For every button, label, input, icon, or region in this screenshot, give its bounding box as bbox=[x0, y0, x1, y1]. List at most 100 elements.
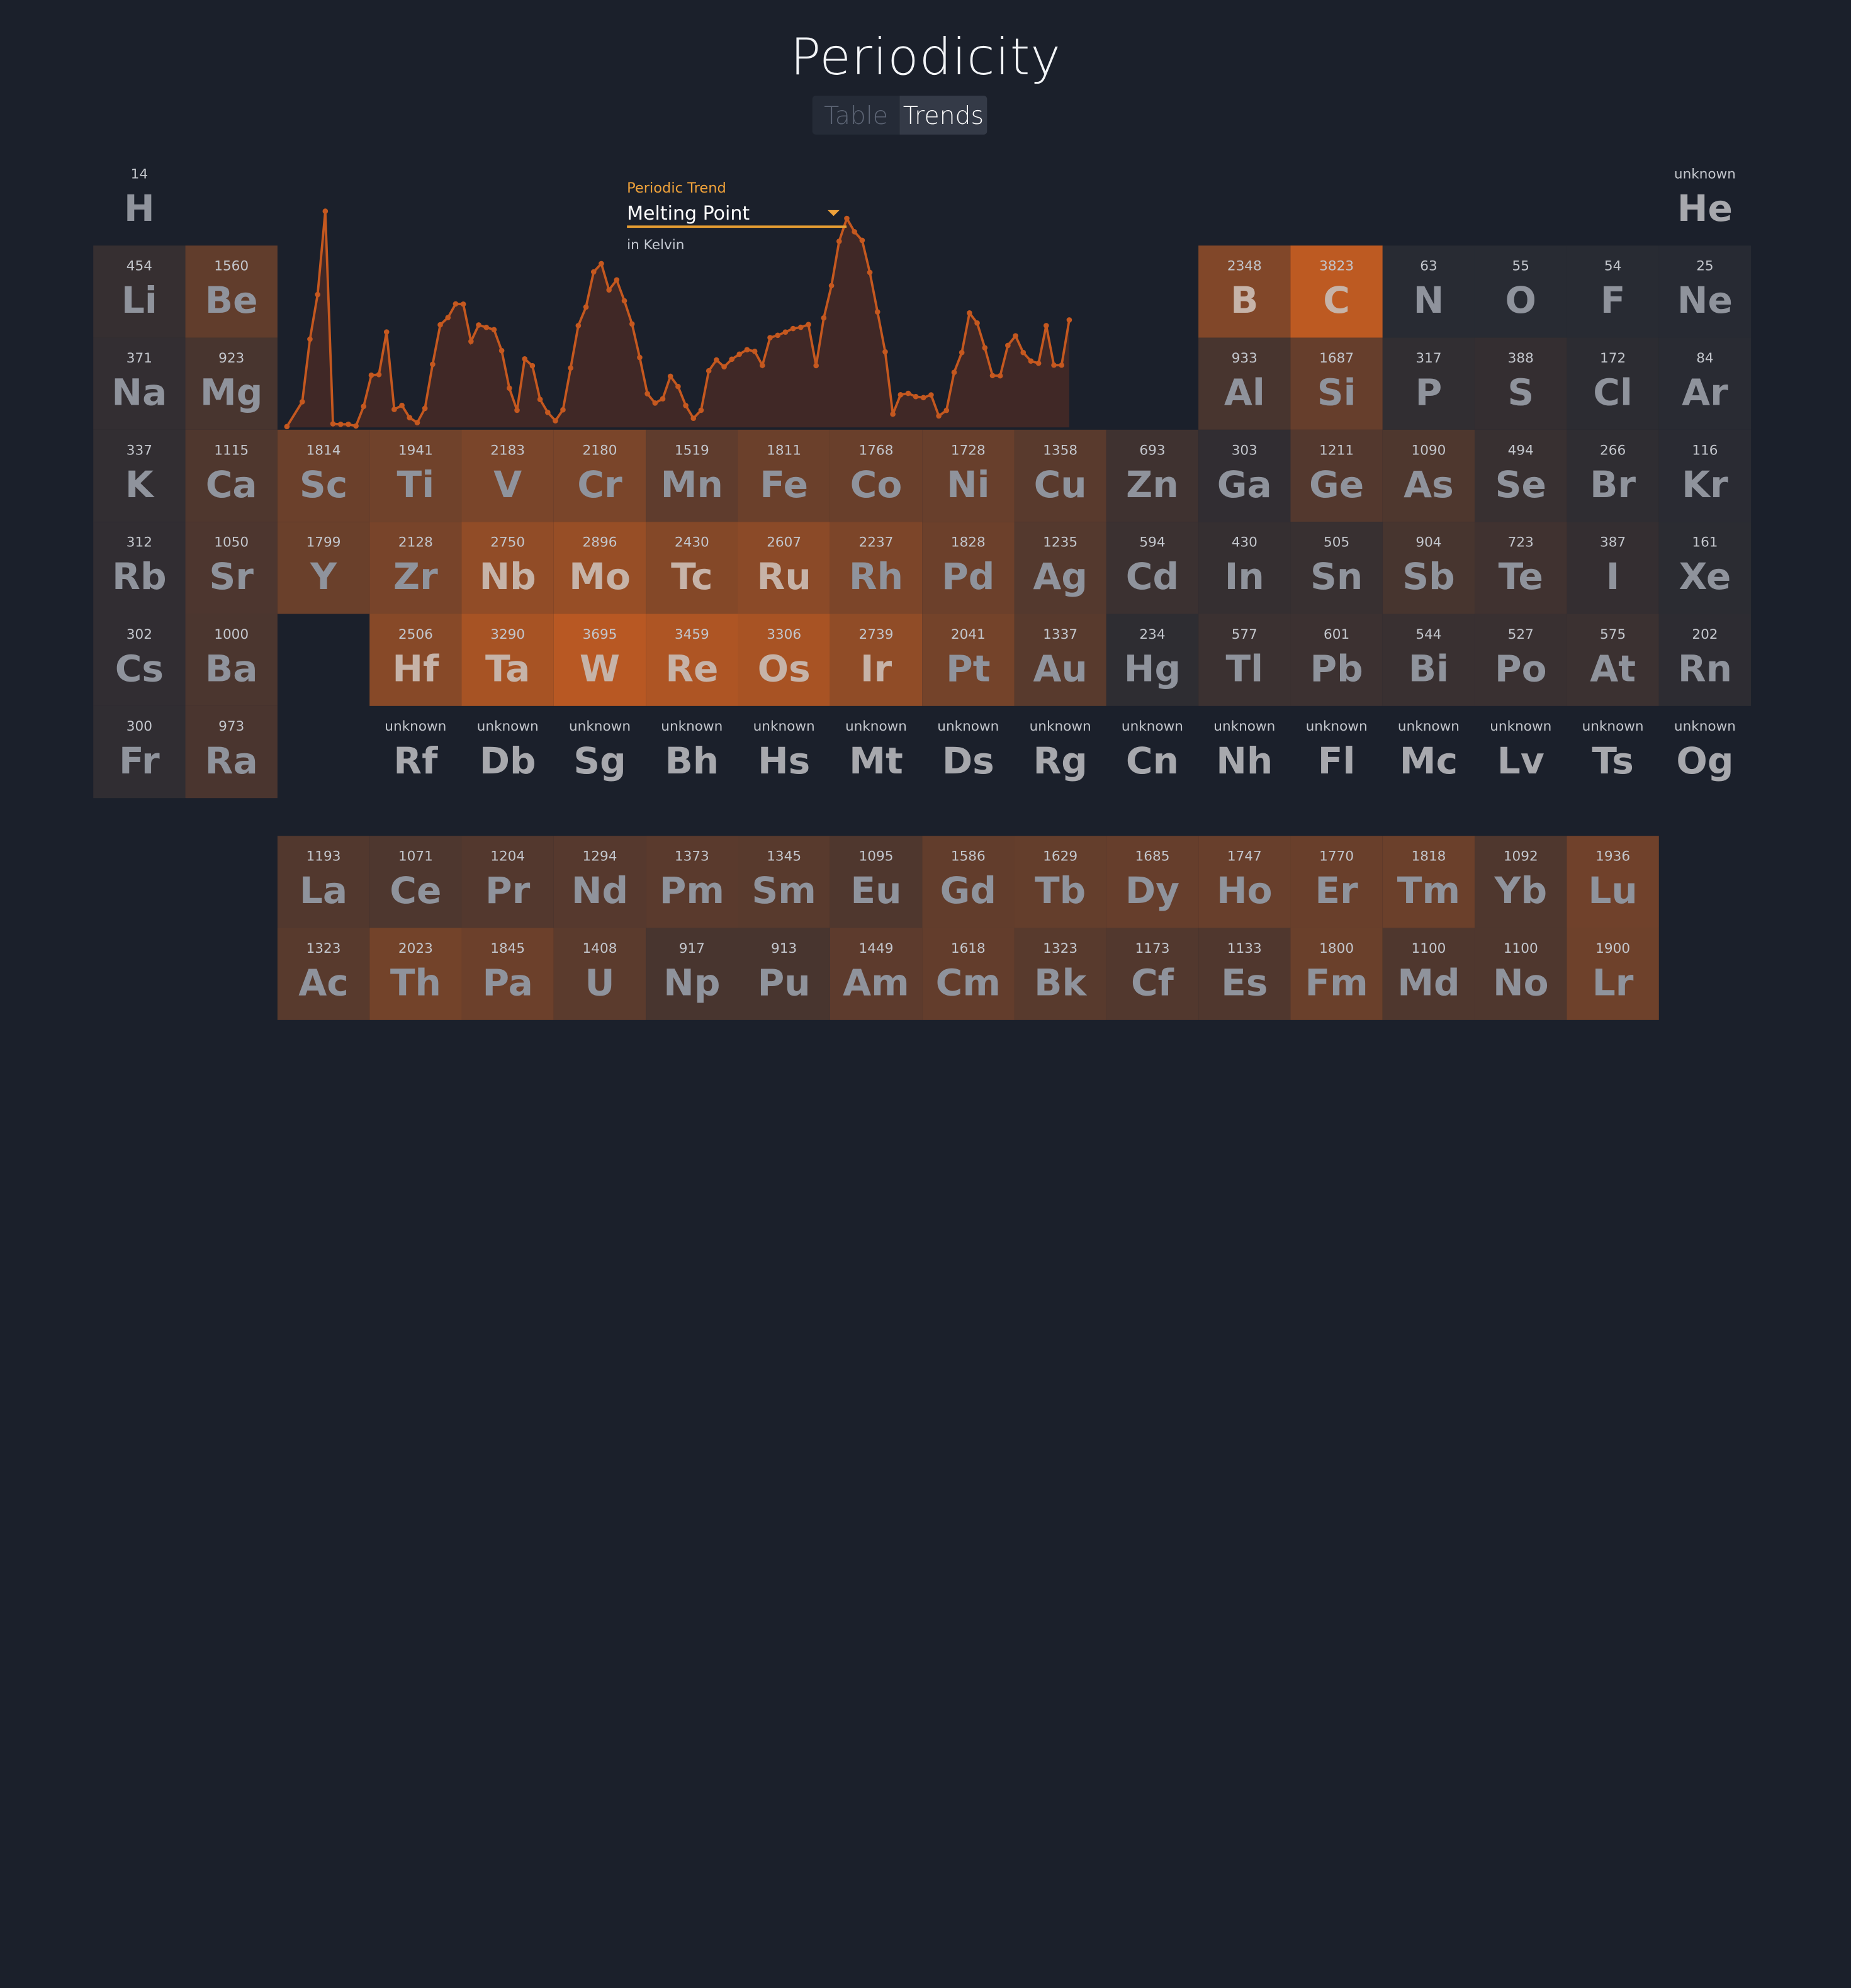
element-cell-rn[interactable]: 202 Rn bbox=[1658, 614, 1752, 706]
element-cell-w[interactable]: 3695 W bbox=[553, 614, 646, 706]
element-cell-re[interactable]: 3459 Re bbox=[646, 614, 738, 706]
element-cell-ts[interactable]: unknown Ts bbox=[1567, 706, 1658, 798]
element-cell-kr[interactable]: 116 Kr bbox=[1658, 429, 1752, 522]
element-cell-cu[interactable]: 1358 Cu bbox=[1014, 429, 1106, 522]
element-cell-ra[interactable]: 973 Ra bbox=[185, 705, 278, 799]
element-cell-ca[interactable]: 1115 Ca bbox=[185, 429, 278, 522]
element-cell-au[interactable]: 1337 Au bbox=[1014, 614, 1106, 706]
element-cell-ne[interactable]: 25 Ne bbox=[1658, 245, 1752, 338]
element-cell-mn[interactable]: 1519 Mn bbox=[646, 429, 738, 522]
element-cell-hs[interactable]: unknown Hs bbox=[738, 706, 830, 798]
element-cell-ru[interactable]: 2607 Ru bbox=[738, 522, 830, 614]
element-cell-pb[interactable]: 601 Pb bbox=[1290, 614, 1383, 706]
element-cell-md[interactable]: 1100 Md bbox=[1382, 928, 1475, 1020]
element-cell-os[interactable]: 3306 Os bbox=[738, 614, 830, 706]
element-cell-no[interactable]: 1100 No bbox=[1475, 928, 1567, 1020]
element-cell-n[interactable]: 63 N bbox=[1382, 245, 1475, 338]
element-cell-c[interactable]: 3823 C bbox=[1290, 245, 1383, 338]
element-cell-he[interactable]: unknown He bbox=[1659, 154, 1751, 245]
element-cell-tl[interactable]: 577 Tl bbox=[1198, 614, 1291, 706]
element-cell-cn[interactable]: unknown Cn bbox=[1106, 706, 1198, 798]
element-cell-la[interactable]: 1193 La bbox=[277, 836, 370, 928]
element-cell-sg[interactable]: unknown Sg bbox=[554, 706, 646, 798]
element-cell-rh[interactable]: 2237 Rh bbox=[830, 522, 923, 614]
element-cell-pr[interactable]: 1204 Pr bbox=[461, 836, 554, 928]
element-cell-lr[interactable]: 1900 Lr bbox=[1567, 928, 1659, 1020]
element-cell-cm[interactable]: 1618 Cm bbox=[922, 928, 1015, 1020]
element-cell-fr[interactable]: 300 Fr bbox=[93, 705, 186, 799]
element-cell-ta[interactable]: 3290 Ta bbox=[461, 614, 554, 706]
element-cell-o[interactable]: 55 O bbox=[1475, 245, 1567, 338]
element-cell-rb[interactable]: 312 Rb bbox=[93, 522, 186, 614]
element-cell-bh[interactable]: unknown Bh bbox=[646, 706, 738, 798]
element-cell-se[interactable]: 494 Se bbox=[1475, 429, 1567, 522]
element-cell-rf[interactable]: unknown Rf bbox=[369, 706, 461, 798]
element-cell-ir[interactable]: 2739 Ir bbox=[830, 614, 923, 706]
element-cell-ce[interactable]: 1071 Ce bbox=[369, 836, 462, 928]
element-cell-sc[interactable]: 1814 Sc bbox=[277, 429, 370, 522]
element-cell-in[interactable]: 430 In bbox=[1198, 522, 1291, 614]
element-cell-fe[interactable]: 1811 Fe bbox=[738, 429, 830, 522]
element-cell-co[interactable]: 1768 Co bbox=[830, 429, 923, 522]
element-cell-hg[interactable]: 234 Hg bbox=[1106, 614, 1199, 706]
element-cell-br[interactable]: 266 Br bbox=[1567, 429, 1659, 522]
element-cell-ni[interactable]: 1728 Ni bbox=[922, 429, 1015, 522]
element-cell-rg[interactable]: unknown Rg bbox=[1014, 706, 1106, 798]
element-cell-nb[interactable]: 2750 Nb bbox=[461, 522, 554, 614]
element-cell-cs[interactable]: 302 Cs bbox=[93, 614, 186, 706]
element-cell-nh[interactable]: unknown Nh bbox=[1198, 706, 1290, 798]
element-cell-lv[interactable]: unknown Lv bbox=[1475, 706, 1567, 798]
element-cell-pt[interactable]: 2041 Pt bbox=[922, 614, 1015, 706]
element-cell-cl[interactable]: 172 Cl bbox=[1567, 337, 1659, 430]
element-cell-ge[interactable]: 1211 Ge bbox=[1290, 429, 1383, 522]
element-cell-zn[interactable]: 693 Zn bbox=[1106, 429, 1199, 522]
element-cell-sn[interactable]: 505 Sn bbox=[1290, 522, 1383, 614]
element-cell-cd[interactable]: 594 Cd bbox=[1106, 522, 1199, 614]
element-cell-dy[interactable]: 1685 Dy bbox=[1106, 836, 1199, 928]
element-cell-mo[interactable]: 2896 Mo bbox=[553, 522, 646, 614]
element-cell-pm[interactable]: 1373 Pm bbox=[646, 836, 738, 928]
element-cell-al[interactable]: 933 Al bbox=[1198, 337, 1291, 430]
element-cell-ga[interactable]: 303 Ga bbox=[1198, 429, 1291, 522]
element-cell-fl[interactable]: unknown Fl bbox=[1290, 706, 1382, 798]
element-cell-cr[interactable]: 2180 Cr bbox=[553, 429, 646, 522]
element-cell-ho[interactable]: 1747 Ho bbox=[1198, 836, 1291, 928]
element-cell-lu[interactable]: 1936 Lu bbox=[1567, 836, 1659, 928]
element-cell-tc[interactable]: 2430 Tc bbox=[646, 522, 738, 614]
element-cell-mg[interactable]: 923 Mg bbox=[185, 337, 278, 430]
element-cell-i[interactable]: 387 I bbox=[1567, 522, 1659, 614]
element-cell-nd[interactable]: 1294 Nd bbox=[553, 836, 646, 928]
element-cell-er[interactable]: 1770 Er bbox=[1290, 836, 1383, 928]
element-cell-gd[interactable]: 1586 Gd bbox=[922, 836, 1015, 928]
element-cell-b[interactable]: 2348 B bbox=[1198, 245, 1291, 338]
element-cell-th[interactable]: 2023 Th bbox=[369, 928, 462, 1020]
element-cell-cf[interactable]: 1173 Cf bbox=[1106, 928, 1199, 1020]
element-cell-zr[interactable]: 2128 Zr bbox=[369, 522, 462, 614]
element-cell-li[interactable]: 454 Li bbox=[93, 245, 186, 338]
element-cell-ac[interactable]: 1323 Ac bbox=[277, 928, 370, 1020]
element-cell-sr[interactable]: 1050 Sr bbox=[185, 522, 278, 614]
element-cell-f[interactable]: 54 F bbox=[1567, 245, 1659, 338]
element-cell-p[interactable]: 317 P bbox=[1382, 337, 1475, 430]
element-cell-si[interactable]: 1687 Si bbox=[1290, 337, 1383, 430]
element-cell-np[interactable]: 917 Np bbox=[646, 928, 738, 1020]
element-cell-s[interactable]: 388 S bbox=[1475, 337, 1567, 430]
element-cell-sb[interactable]: 904 Sb bbox=[1382, 522, 1475, 614]
element-cell-yb[interactable]: 1092 Yb bbox=[1475, 836, 1567, 928]
element-cell-te[interactable]: 723 Te bbox=[1475, 522, 1567, 614]
element-cell-ds[interactable]: unknown Ds bbox=[922, 706, 1014, 798]
element-cell-ba[interactable]: 1000 Ba bbox=[185, 614, 278, 706]
element-cell-u[interactable]: 1408 U bbox=[553, 928, 646, 1020]
element-cell-ag[interactable]: 1235 Ag bbox=[1014, 522, 1106, 614]
element-cell-tm[interactable]: 1818 Tm bbox=[1382, 836, 1475, 928]
element-cell-fm[interactable]: 1800 Fm bbox=[1290, 928, 1383, 1020]
element-cell-be[interactable]: 1560 Be bbox=[185, 245, 278, 338]
element-cell-as[interactable]: 1090 As bbox=[1382, 429, 1475, 522]
element-cell-bk[interactable]: 1323 Bk bbox=[1014, 928, 1106, 1020]
element-cell-pa[interactable]: 1845 Pa bbox=[461, 928, 554, 1020]
element-cell-at[interactable]: 575 At bbox=[1567, 614, 1659, 706]
element-cell-ar[interactable]: 84 Ar bbox=[1658, 337, 1752, 430]
element-cell-sm[interactable]: 1345 Sm bbox=[738, 836, 830, 928]
element-cell-mc[interactable]: unknown Mc bbox=[1383, 706, 1475, 798]
element-cell-pu[interactable]: 913 Pu bbox=[738, 928, 830, 1020]
